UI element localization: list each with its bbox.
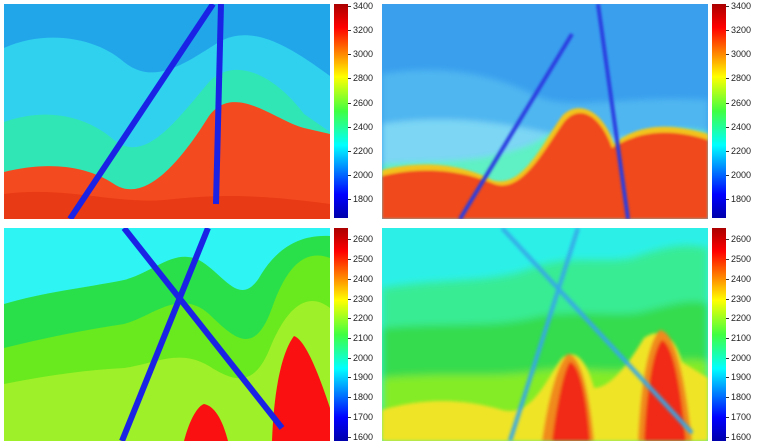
colorbar-tick-label: 1800	[347, 194, 374, 205]
heatmap-top-right	[382, 4, 708, 219]
colorbar-tick-label: 2100	[725, 332, 752, 343]
colorbar-tick-label: 2800	[725, 73, 752, 84]
layer-4	[4, 301, 330, 441]
colorbar-tick-label: 2300	[347, 293, 374, 304]
colorbar-tick-label: 1700	[347, 411, 374, 422]
colorbar-tick-label: 3000	[347, 49, 374, 60]
layer-5b	[272, 336, 330, 441]
anomaly-vertical	[596, 4, 630, 219]
colorbar-tick-label: 2200	[725, 313, 752, 324]
colorbar-tick-label: 1700	[725, 411, 752, 422]
colorbar-tick-label: 2600	[347, 97, 374, 108]
colorbar-tick-label: 2800	[347, 73, 374, 84]
colorbar-tick-label: 3200	[725, 25, 752, 36]
colorbar-tick-label: 2200	[725, 146, 752, 156]
colorbar-tick-label: 2000	[347, 170, 374, 181]
colorbar-top-right	[712, 4, 726, 218]
anomaly-diagonal-1	[500, 228, 694, 435]
colorbar-tick-label: 2400	[347, 121, 374, 132]
anomaly-diagonal	[67, 4, 216, 219]
colorbar-tick-label: 3000	[725, 49, 752, 60]
layer-4	[4, 102, 330, 219]
colorbar-tick-label: 1800	[347, 392, 374, 403]
colorbar-tick-label: 2600	[725, 234, 752, 245]
colorbar-tick-label: 1900	[347, 372, 374, 383]
colorbar-tick-label: 2600	[347, 234, 374, 245]
colorbar-tick-label: 3400	[347, 0, 374, 11]
anomaly-diagonal-1	[121, 228, 285, 430]
colorbar-tick-label: 2000	[347, 352, 374, 363]
anomaly-vertical	[213, 4, 224, 205]
heatmap-top-left	[4, 4, 330, 219]
heatmap-bottom-left	[4, 228, 330, 441]
colorbar-tick-label: 1600	[725, 431, 752, 442]
layer-5a	[184, 404, 228, 441]
colorbar-tick-label: 2500	[347, 254, 374, 265]
colorbar-tick-label: 2400	[725, 121, 752, 132]
colorbar-bottom-right	[712, 228, 726, 441]
colorbar-tick-label: 2400	[725, 273, 752, 284]
colorbar-bottom-left	[334, 228, 348, 441]
colorbar-tick-label: 3400	[725, 0, 752, 11]
colorbar-tick-label: 1600	[347, 431, 374, 442]
colorbar-tick-label: 3200	[347, 25, 374, 36]
heatmap-bottom-right	[382, 228, 708, 441]
colorbar-top-left	[334, 4, 348, 218]
colorbar-tick-label: 2300	[725, 293, 752, 304]
colorbar-tick-label: 2100	[347, 332, 374, 343]
colorbar-tick-label: 2200	[347, 146, 374, 156]
colorbar-tick-label: 2400	[347, 273, 374, 284]
anomaly-diagonal	[458, 32, 574, 219]
colorbar-tick-label: 2200	[347, 313, 374, 324]
colorbar-tick-label: 2000	[725, 352, 752, 363]
colorbar-tick-label: 1900	[725, 372, 752, 383]
anomaly-diagonal-2	[119, 228, 211, 441]
colorbar-tick-label: 1800	[725, 194, 752, 205]
colorbar-tick-label: 2500	[725, 254, 752, 265]
anomaly-diagonal-2	[508, 228, 580, 441]
colorbar-tick-label: 2600	[725, 97, 752, 108]
colorbar-tick-label: 2000	[725, 170, 752, 181]
colorbar-tick-label: 1800	[725, 392, 752, 403]
